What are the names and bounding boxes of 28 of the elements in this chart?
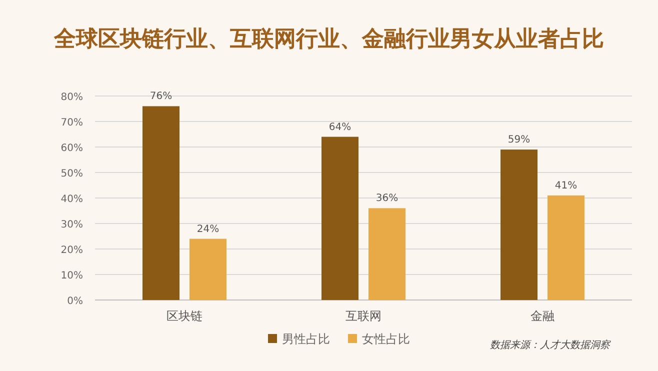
bar (142, 106, 180, 300)
y-tick-label: 70% (60, 118, 83, 128)
y-tick-label: 20% (60, 245, 83, 256)
data-label: 76% (150, 91, 172, 102)
y-tick-label: 40% (60, 194, 83, 205)
chart-title: 全球区块链行业、互联网行业、金融行业男女从业者占比 (53, 27, 604, 52)
bar (548, 195, 584, 300)
data-label: 24% (196, 224, 220, 235)
x-tick-label: 区块链 (166, 309, 202, 323)
y-tick-label: 50% (60, 168, 83, 180)
legend-label: 女性占比 (362, 332, 410, 346)
y-tick-label: 0% (67, 296, 83, 307)
data-label: 41% (554, 180, 578, 192)
bar (368, 208, 406, 300)
bar (190, 238, 226, 300)
data-label: 59% (508, 134, 530, 146)
y-tick-label: 80% (60, 92, 83, 103)
x-tick-label: 金融 (530, 309, 554, 323)
bar (500, 150, 538, 300)
legend-label: 男性占比 (282, 332, 330, 346)
data-label: 64% (328, 122, 352, 133)
y-tick-label: 30% (60, 220, 83, 230)
x-tick-label: 互联网 (346, 309, 382, 323)
data-label: 36% (376, 193, 398, 204)
y-tick-label: 60% (60, 143, 83, 154)
y-tick-label: 10% (60, 270, 83, 282)
bar (322, 136, 358, 300)
source-note: 数据来源：人才大数据洞察 (490, 339, 611, 351)
